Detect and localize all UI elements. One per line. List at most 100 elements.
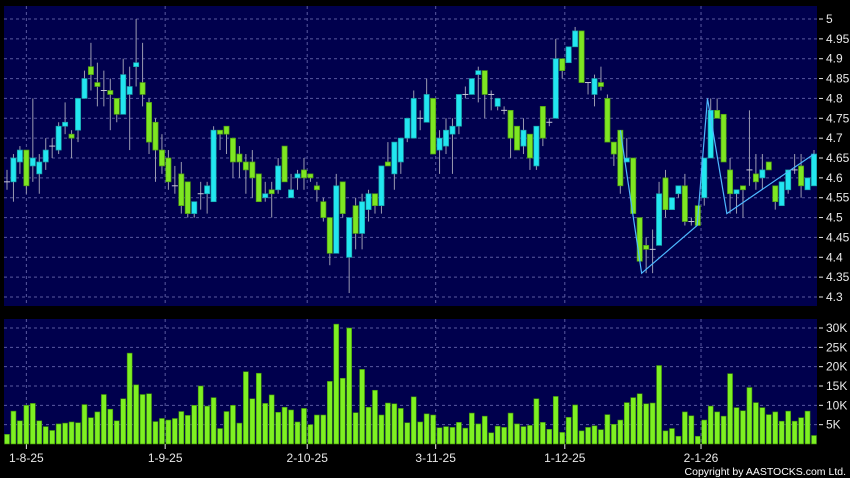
candle — [501, 106, 508, 115]
candle-body-down — [146, 102, 152, 143]
candle — [669, 197, 675, 210]
candle-body-up — [520, 129, 527, 147]
price-tick-label: 4.9 — [826, 52, 843, 66]
volume-bar — [320, 414, 327, 445]
candle-body-down — [481, 70, 488, 95]
volume-bar — [488, 432, 495, 445]
candle — [16, 146, 23, 174]
candle-body-down — [113, 98, 120, 115]
volume-bar — [540, 422, 546, 445]
candle — [455, 94, 462, 135]
volume-bar — [494, 425, 501, 445]
candle — [359, 193, 366, 250]
volume-bar — [585, 427, 591, 445]
volume-bar — [811, 435, 817, 445]
volume-bar — [636, 393, 643, 445]
candle-body-up — [42, 149, 49, 163]
candlesticks — [4, 19, 817, 294]
volume-bar — [36, 420, 43, 445]
volume-bar — [778, 420, 785, 445]
candle — [62, 102, 69, 135]
candle-body-up — [468, 78, 475, 95]
date-axis: 1-8-25 1-9-25 2-10-25 3-11-25 1-12-25 2-1-26 — [9, 444, 719, 465]
candle — [29, 98, 36, 182]
candle — [10, 154, 17, 202]
volume-bar — [410, 396, 417, 445]
volume-bar — [656, 365, 662, 445]
candle — [372, 193, 378, 214]
price-tick-label: 5 — [826, 12, 833, 26]
candle-body-down — [158, 149, 165, 167]
candle — [126, 66, 133, 151]
volume-panel — [4, 319, 817, 443]
candle — [352, 197, 359, 250]
date-tick-label: 3-11-25 — [415, 451, 456, 465]
volume-bar — [630, 397, 637, 445]
volume-bar — [255, 372, 262, 445]
volume-bar — [204, 405, 210, 445]
candle-body-up — [656, 193, 663, 246]
candle — [572, 26, 579, 48]
volume-bar — [113, 420, 120, 445]
candle — [230, 137, 236, 178]
candle — [242, 154, 249, 194]
volume-bar — [372, 389, 378, 445]
candle — [759, 154, 766, 190]
date-tick-label: 2-1-26 — [684, 451, 719, 465]
candle — [714, 98, 721, 119]
volume-bar — [385, 402, 391, 445]
price-tick-label: 4.5 — [826, 211, 843, 225]
candle-body-up — [443, 129, 449, 147]
volume-tick-label: 20K — [826, 360, 847, 374]
candle — [740, 185, 746, 218]
volume-bar — [55, 423, 62, 445]
gridlines — [4, 6, 817, 443]
zigzag-trendline — [619, 98, 815, 275]
volume-bar — [62, 422, 68, 445]
candle — [223, 125, 230, 155]
candle-body-up — [294, 173, 301, 179]
date-tick-label: 1-9-25 — [148, 451, 183, 465]
candle — [443, 118, 449, 155]
candle — [365, 189, 372, 222]
candle — [346, 217, 353, 294]
candle-body-down — [598, 82, 604, 87]
volume-bar — [617, 419, 624, 445]
candle — [675, 185, 682, 198]
volume-bar — [462, 427, 469, 445]
candle — [333, 173, 340, 254]
candle — [113, 98, 120, 123]
candle-body-up — [29, 157, 36, 167]
candle-body-up — [378, 165, 385, 207]
candle-body-up — [552, 58, 559, 119]
candle — [307, 173, 314, 182]
candle-body-down — [165, 157, 172, 183]
volume-bar — [339, 377, 346, 445]
candle-body-up — [36, 161, 43, 175]
candle-body-down — [372, 193, 378, 207]
candle — [23, 149, 30, 194]
volume-bar — [101, 394, 107, 445]
candle-body-up — [591, 78, 598, 95]
candle-body-up — [436, 137, 443, 151]
candle — [146, 98, 152, 155]
candle-body-down — [539, 106, 546, 139]
candle — [339, 181, 346, 218]
candle-body-down — [714, 109, 721, 119]
candle — [785, 169, 792, 194]
volume-bar — [75, 422, 81, 445]
candle-body-down — [23, 149, 30, 187]
candle — [397, 137, 404, 174]
candle-body-down — [301, 169, 307, 179]
candle-body-up — [62, 121, 69, 127]
candle-body-down — [320, 201, 327, 218]
candle-body-up — [565, 46, 572, 64]
volume-bar — [643, 403, 649, 445]
candle-body-down — [94, 82, 101, 87]
volume-bar — [23, 405, 30, 445]
volume-bar — [766, 414, 772, 445]
candle-body-up — [397, 137, 404, 163]
candle-body-up — [120, 74, 127, 115]
candle-body-up — [449, 125, 456, 135]
volume-bar — [675, 435, 682, 445]
